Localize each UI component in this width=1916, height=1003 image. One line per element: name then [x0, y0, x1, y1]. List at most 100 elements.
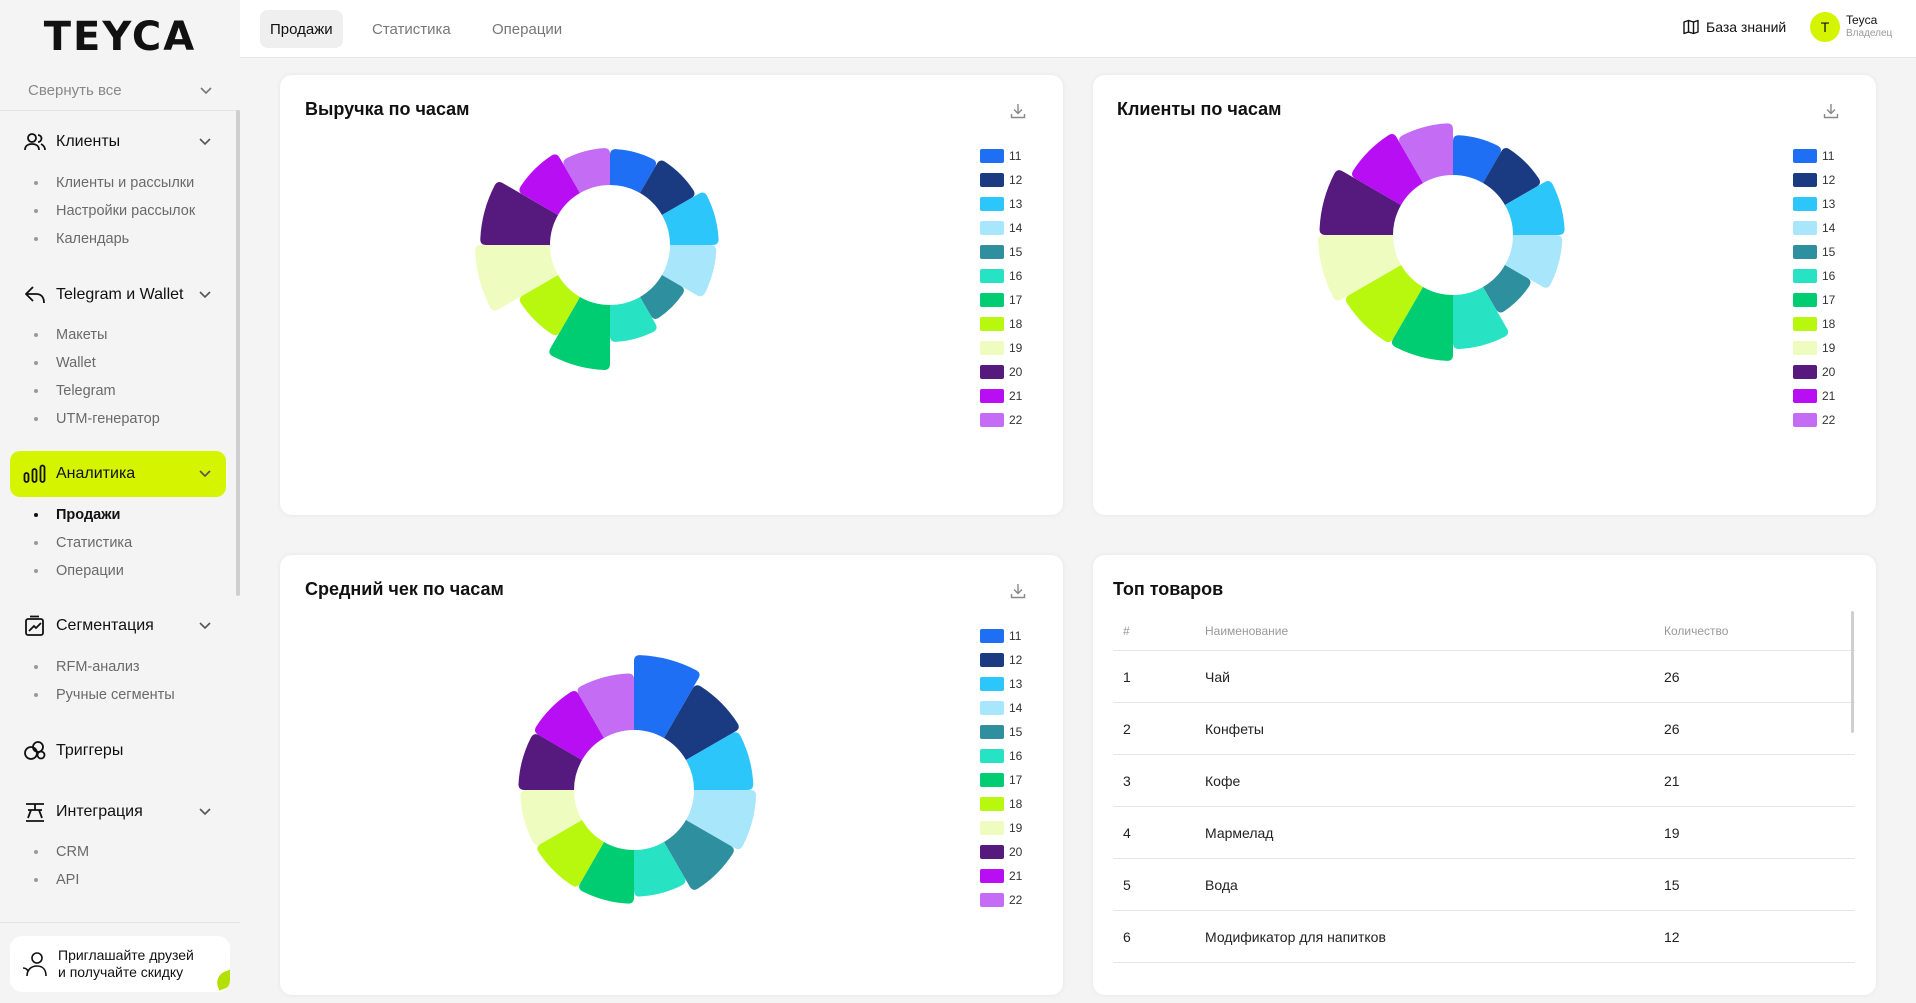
legend-item-hour-19[interactable]: 19 [980, 816, 1022, 840]
sidebar-item-telegram[interactable]: Telegram [34, 380, 116, 402]
chart-segment-hour-16[interactable] [1453, 286, 1509, 349]
chart-segment-hour-18[interactable] [1345, 265, 1423, 343]
chart-segment-hour-19[interactable] [475, 245, 559, 311]
chart-segment-hour-21[interactable] [534, 690, 604, 760]
sidebar-item-manual-segments[interactable]: Ручные сегменты [34, 684, 175, 706]
legend-item-hour-11[interactable]: 11 [1793, 144, 1835, 168]
sidebar-group-analytics[interactable]: Аналитика [10, 451, 226, 497]
chart-segment-hour-22[interactable] [1399, 123, 1453, 184]
chart-segment-hour-18[interactable] [537, 820, 604, 887]
legend-item-hour-12[interactable]: 12 [980, 168, 1022, 192]
chart-segment-hour-16[interactable] [634, 841, 686, 897]
sidebar-item-calendar[interactable]: Календарь [34, 228, 129, 250]
legend-item-hour-13[interactable]: 13 [980, 672, 1022, 696]
tab-operations[interactable]: Операции [492, 20, 563, 38]
chart-segment-hour-13[interactable] [685, 732, 754, 790]
table-scrollbar[interactable] [1851, 611, 1854, 733]
collapse-all-button[interactable]: Свернуть все [28, 80, 212, 100]
tab-sales[interactable]: Продажи [260, 10, 343, 48]
legend-item-hour-17[interactable]: 17 [980, 768, 1022, 792]
legend-item-hour-13[interactable]: 13 [1793, 192, 1835, 216]
legend-item-hour-20[interactable]: 20 [980, 360, 1022, 384]
chart-segment-hour-22[interactable] [577, 673, 634, 739]
invite-friends-banner[interactable]: Приглашайте друзей и получайте скидку [10, 936, 230, 992]
knowledge-base-link[interactable]: База знаний [1682, 18, 1786, 36]
chart-segment-hour-14[interactable] [685, 790, 757, 850]
chart-segment-hour-21[interactable] [1352, 134, 1423, 205]
legend-item-hour-14[interactable]: 14 [980, 696, 1022, 720]
chart-segment-hour-11[interactable] [1453, 135, 1502, 184]
chart-segment-hour-15[interactable] [664, 820, 734, 890]
chart-segment-hour-17[interactable] [549, 296, 610, 371]
chart-segment-hour-17[interactable] [1391, 286, 1453, 361]
legend-item-hour-18[interactable]: 18 [1793, 312, 1835, 336]
sidebar-item-sales[interactable]: Продажи [34, 504, 120, 526]
legend-item-hour-21[interactable]: 21 [980, 384, 1022, 408]
table-row[interactable]: 3 Кофе 21 [1113, 755, 1855, 807]
legend-item-hour-18[interactable]: 18 [980, 312, 1022, 336]
legend-item-hour-20[interactable]: 20 [980, 840, 1022, 864]
legend-item-hour-22[interactable]: 22 [1793, 408, 1835, 432]
sidebar-item-utm-generator[interactable]: UTM-генератор [34, 408, 160, 430]
chart-segment-hour-18[interactable] [519, 275, 580, 336]
tab-statistics[interactable]: Статистика [372, 20, 451, 38]
sidebar-item-clients-mailings[interactable]: Клиенты и рассылки [34, 172, 194, 194]
chart-segment-hour-12[interactable] [640, 160, 695, 215]
legend-item-hour-21[interactable]: 21 [980, 864, 1022, 888]
legend-item-hour-21[interactable]: 21 [1793, 384, 1835, 408]
chart-segment-hour-11[interactable] [634, 655, 700, 739]
chart-segment-hour-22[interactable] [563, 148, 610, 194]
chart-segment-hour-12[interactable] [664, 685, 739, 760]
table-row[interactable]: 5 Вода 15 [1113, 859, 1855, 911]
chart-segment-hour-19[interactable] [1318, 235, 1402, 301]
table-row[interactable]: 4 Мармелад 19 [1113, 807, 1855, 859]
sidebar-item-api[interactable]: API [34, 869, 79, 891]
chart-segment-hour-14[interactable] [661, 245, 717, 297]
chart-segment-hour-19[interactable] [520, 790, 583, 845]
sidebar-item-layouts[interactable]: Макеты [34, 324, 107, 346]
sidebar-group-telegram-wallet[interactable]: Telegram и Wallet [10, 272, 226, 318]
sidebar-group-triggers[interactable]: Триггеры [10, 728, 226, 774]
legend-item-hour-12[interactable]: 12 [980, 648, 1022, 672]
sidebar-item-mailing-settings[interactable]: Настройки рассылок [34, 200, 195, 222]
download-icon[interactable] [1008, 101, 1028, 121]
legend-item-hour-16[interactable]: 16 [980, 264, 1022, 288]
table-row[interactable]: 6 Модификатор для напитков 12 [1113, 911, 1855, 963]
sidebar-scrollbar[interactable] [236, 110, 240, 596]
legend-item-hour-22[interactable]: 22 [980, 408, 1022, 432]
chart-segment-hour-20[interactable] [1319, 170, 1402, 235]
legend-item-hour-19[interactable]: 19 [1793, 336, 1835, 360]
chart-segment-hour-20[interactable] [518, 734, 583, 790]
legend-item-hour-18[interactable]: 18 [980, 792, 1022, 816]
chart-segment-hour-14[interactable] [1504, 235, 1563, 288]
sidebar-item-operations[interactable]: Операции [34, 560, 124, 582]
legend-item-hour-14[interactable]: 14 [980, 216, 1022, 240]
download-icon[interactable] [1008, 581, 1028, 601]
chart-segment-hour-20[interactable] [480, 181, 559, 245]
sidebar-group-integration[interactable]: Интеграция [10, 789, 226, 835]
legend-item-hour-11[interactable]: 11 [980, 144, 1022, 168]
sidebar-group-segmentation[interactable]: Сегментация [10, 603, 226, 649]
legend-item-hour-17[interactable]: 17 [1793, 288, 1835, 312]
legend-item-hour-13[interactable]: 13 [980, 192, 1022, 216]
legend-item-hour-11[interactable]: 11 [980, 624, 1022, 648]
download-icon[interactable] [1821, 101, 1841, 121]
user-menu[interactable]: T Teyca Владелец [1810, 12, 1892, 42]
chart-segment-hour-16[interactable] [610, 296, 657, 342]
legend-item-hour-16[interactable]: 16 [980, 744, 1022, 768]
chart-segment-hour-13[interactable] [1504, 181, 1565, 235]
chart-segment-hour-21[interactable] [519, 154, 580, 215]
sidebar-item-statistics[interactable]: Статистика [34, 532, 132, 554]
legend-item-hour-14[interactable]: 14 [1793, 216, 1835, 240]
chart-segment-hour-13[interactable] [661, 192, 719, 245]
sidebar-item-crm[interactable]: CRM [34, 841, 89, 863]
sidebar-group-clients[interactable]: Клиенты [10, 119, 226, 165]
logo[interactable]: TEYCA [43, 14, 197, 60]
legend-item-hour-15[interactable]: 15 [980, 720, 1022, 744]
table-row[interactable]: 1 Чай 26 [1113, 651, 1855, 703]
chart-segment-hour-11[interactable] [610, 149, 657, 194]
legend-item-hour-16[interactable]: 16 [1793, 264, 1835, 288]
chart-segment-hour-15[interactable] [640, 275, 684, 319]
legend-item-hour-20[interactable]: 20 [1793, 360, 1835, 384]
chart-segment-hour-12[interactable] [1483, 148, 1540, 205]
